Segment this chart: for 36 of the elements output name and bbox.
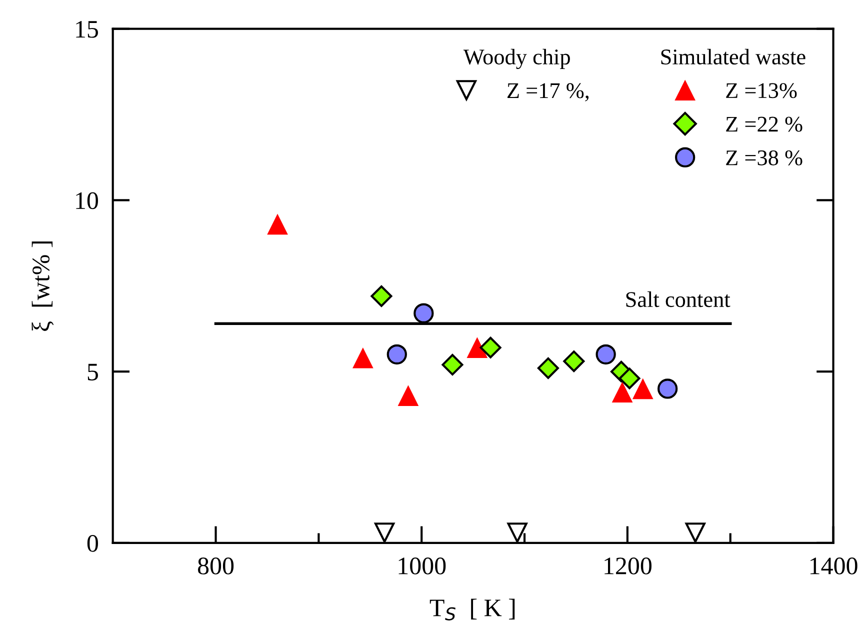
x-tick-label: 1200 bbox=[604, 558, 652, 574]
point bbox=[398, 385, 419, 406]
legend-label: Z =17 %, bbox=[508, 83, 589, 102]
legend-label: Z =38 % bbox=[726, 150, 802, 166]
x-tick-label: 1000 bbox=[398, 558, 446, 574]
point bbox=[386, 344, 407, 365]
legend-label: Z =22 % bbox=[726, 116, 802, 132]
y-axis-title: ξ [wt% ] bbox=[32, 242, 54, 331]
point bbox=[414, 303, 434, 324]
point bbox=[374, 522, 395, 543]
point bbox=[370, 285, 392, 307]
x-tick-label: 800 bbox=[198, 558, 234, 574]
point bbox=[612, 382, 633, 403]
point bbox=[596, 344, 616, 365]
point bbox=[466, 337, 488, 358]
annotation: Woody chip bbox=[463, 48, 570, 70]
annotation: Simulated waste bbox=[661, 48, 806, 64]
point bbox=[685, 522, 706, 543]
y-tick-label: 15 bbox=[76, 21, 98, 38]
point bbox=[480, 336, 502, 358]
y-tick-label: 10 bbox=[76, 192, 98, 210]
y-tick-label: 5 bbox=[88, 364, 98, 380]
point bbox=[658, 378, 678, 399]
point bbox=[267, 214, 288, 235]
point bbox=[563, 350, 585, 372]
x-tick-label: 1400 bbox=[810, 558, 858, 574]
point bbox=[632, 378, 654, 400]
point bbox=[618, 368, 640, 390]
point bbox=[352, 347, 374, 368]
series-label: Salt content bbox=[626, 291, 730, 308]
point bbox=[537, 357, 559, 379]
point bbox=[507, 522, 528, 543]
x-axis-title: T$_{S}$ [ K ] bbox=[430, 598, 515, 620]
point bbox=[442, 354, 464, 376]
y-tick-label: 0 bbox=[87, 534, 98, 552]
legend-label: Z =13% bbox=[726, 83, 797, 98]
